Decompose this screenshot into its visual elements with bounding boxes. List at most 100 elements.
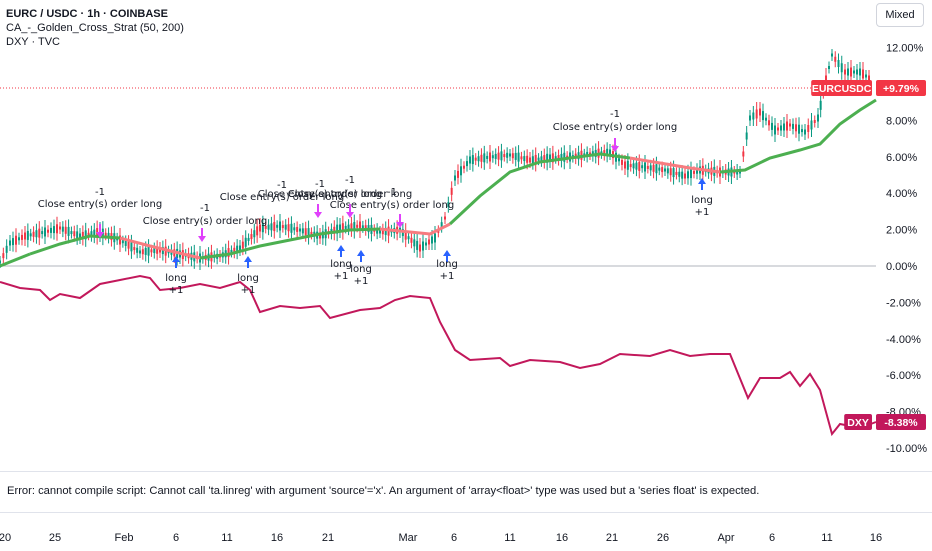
long-order-marker-stem — [446, 256, 448, 262]
long-order-qty: +1 — [169, 285, 184, 296]
candle-body — [124, 240, 127, 246]
y-tick-label: -10.00% — [886, 443, 927, 455]
candle-body — [284, 224, 287, 230]
candle-body — [807, 125, 810, 132]
candle-body — [341, 223, 344, 233]
candle-body — [381, 229, 384, 235]
candle-body — [339, 224, 341, 232]
ma-segment-up — [719, 98, 877, 174]
candle-body — [457, 170, 459, 178]
candle-body — [819, 100, 822, 110]
candle-body — [2, 253, 5, 259]
candle-body — [520, 156, 523, 160]
candle-body — [267, 224, 270, 230]
candle-body — [551, 153, 554, 163]
candle-body — [428, 239, 430, 245]
candle-body — [603, 150, 606, 156]
candle-body — [672, 168, 675, 178]
dxy-badge-value-bg — [876, 414, 926, 430]
candle-body — [434, 233, 436, 243]
candle-body — [828, 66, 830, 69]
candle-body — [253, 230, 256, 238]
candle-body — [621, 159, 623, 165]
candle-body — [241, 241, 244, 249]
candle-body — [678, 171, 681, 177]
candle-body — [745, 132, 748, 140]
candle-body — [440, 222, 443, 228]
candle-body — [609, 149, 611, 155]
ma-segment-up — [0, 252, 31, 268]
candle-body — [675, 171, 678, 175]
candle-body — [661, 167, 664, 173]
symbol-title[interactable]: EURC / USDC · 1h · COINBASE — [6, 8, 168, 20]
candle-body — [119, 235, 121, 245]
time-axis[interactable] — [0, 512, 932, 551]
candle-body — [153, 248, 156, 254]
dxy-badge-symbol-bg — [844, 414, 872, 430]
candle-body — [264, 225, 267, 229]
candle-body — [529, 157, 531, 163]
close-order-marker-stem — [399, 214, 401, 222]
candle-body — [483, 153, 486, 163]
dxy-badge: DXY -8.38% — [844, 414, 926, 430]
long-order-label: long — [330, 259, 352, 270]
candle-body — [681, 171, 684, 179]
strategy-label[interactable]: CA_-_Golden_Cross_Strat (50, 200) — [6, 22, 184, 34]
candle-body — [259, 224, 261, 232]
candle-body — [749, 115, 751, 121]
candle-body — [26, 230, 29, 240]
x-tick-label: 16 — [556, 532, 568, 544]
candle-body — [261, 223, 264, 233]
candle-body — [466, 161, 468, 167]
candle-body — [644, 162, 646, 172]
candle-body — [469, 156, 471, 164]
ma-segment-down — [119, 236, 201, 260]
y-tick-label: 0.00% — [886, 261, 917, 273]
order-qty-label: -1 — [315, 179, 325, 190]
candle-body — [425, 242, 427, 246]
long-order-qty: +1 — [241, 285, 256, 296]
candle-body — [739, 170, 741, 174]
candle-body — [804, 129, 806, 135]
candle-body — [419, 244, 421, 252]
candle-body — [801, 129, 803, 133]
order-close-label: Close entry(s) order long — [258, 189, 382, 200]
candle-body — [554, 156, 557, 160]
order-qty-label: -1 — [95, 187, 105, 198]
candle-body — [813, 120, 816, 123]
close-order-marker — [611, 146, 619, 152]
long-order-marker-stem — [247, 262, 249, 268]
compare-symbol-label[interactable]: DXY · TVC — [6, 36, 60, 48]
close-order-marker-stem — [614, 138, 616, 146]
y-tick-label: 4.00% — [886, 188, 917, 200]
candle-body — [87, 232, 90, 236]
candle-body — [61, 226, 64, 232]
candle-body — [344, 225, 347, 229]
x-tick-label: Apr — [717, 532, 734, 544]
candle-body — [444, 216, 446, 220]
candle-body — [9, 240, 11, 246]
candle-body — [273, 222, 276, 232]
candle-body — [537, 157, 540, 161]
candle-body — [666, 168, 669, 174]
y-tick-label: 12.00% — [886, 43, 924, 55]
candle-body — [127, 241, 130, 249]
candle-body — [817, 114, 819, 122]
candle-body — [844, 69, 846, 75]
candle-body — [244, 237, 247, 247]
candle-body — [413, 239, 416, 247]
candle-body — [506, 152, 509, 158]
dxy-badge-symbol: DXY — [847, 417, 869, 429]
candle-body — [853, 70, 855, 74]
candle-body — [290, 223, 293, 233]
candle-body — [353, 222, 356, 232]
candle-body — [511, 153, 514, 159]
candle-body — [107, 232, 110, 238]
candle-body — [549, 154, 551, 162]
order-close-label: Close entry(s) order long — [330, 200, 454, 211]
scale-mode-button[interactable]: Mixed — [876, 3, 924, 27]
candle-body — [256, 226, 259, 236]
order-qty-label: -1 — [277, 180, 287, 191]
candle-body — [12, 238, 14, 246]
